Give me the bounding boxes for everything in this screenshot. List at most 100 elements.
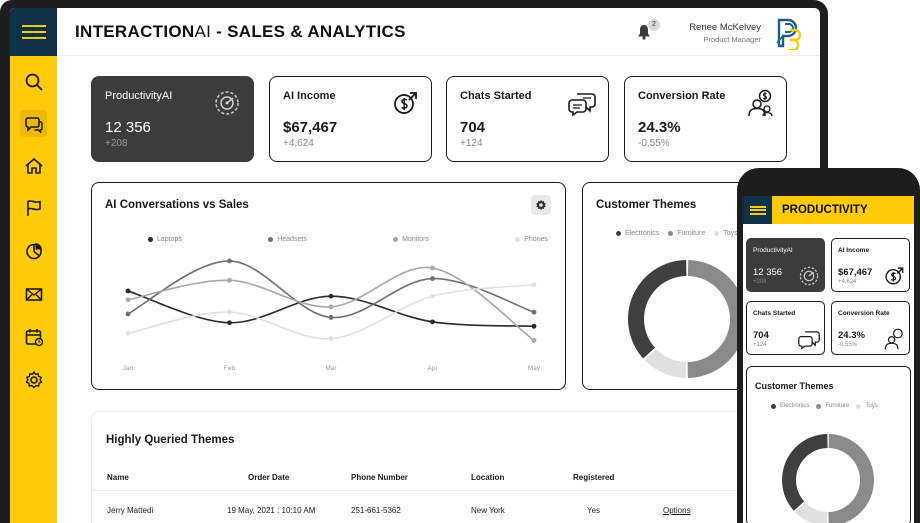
kpi-delta: +4,624 (838, 279, 857, 285)
user-name[interactable]: Renee McKelvey (689, 22, 761, 33)
bell-icon[interactable] (637, 24, 651, 40)
gauge-icon (215, 91, 239, 115)
desktop-screen: INTERACTIONAI - SALES & ANALYTICS 2 Rene… (10, 8, 820, 523)
kpi-income-card[interactable]: AI Income $67,467 +4,624 (269, 76, 432, 162)
search-icon (25, 73, 43, 91)
row-options-link[interactable]: Options (663, 506, 691, 515)
sidebar-settings-icon[interactable] (20, 366, 47, 393)
legend-item: Toys (856, 403, 878, 409)
cell-order-date: 19 May, 2021 : 10:10 AM (227, 506, 316, 515)
sidebar-chat-icon[interactable] (20, 110, 47, 137)
data-point[interactable] (328, 336, 334, 342)
sidebar-calendar-icon[interactable] (20, 323, 47, 350)
hamburger-icon (749, 205, 766, 215)
menu-button[interactable] (10, 8, 57, 56)
data-point[interactable] (328, 315, 334, 320)
data-point[interactable] (227, 277, 232, 283)
cell-location: New York (471, 506, 505, 515)
column-header-name[interactable]: Name (107, 473, 129, 482)
donut-slice-furniture[interactable] (687, 260, 746, 378)
chart-settings-button[interactable] (531, 195, 551, 215)
kpi-title: Conversion Rate (838, 310, 890, 317)
donut-slice-electronics[interactable] (628, 260, 687, 359)
mobile-kpi-conversion-card[interactable]: Conversion Rate 24.3% -0.55% (831, 301, 910, 355)
legend-item: Monitors (393, 236, 429, 243)
legend-label: Electronics (780, 403, 810, 409)
data-point[interactable] (328, 304, 334, 310)
mobile-kpi-chats-card[interactable]: Chats Started 704 +124 (746, 301, 825, 355)
gauge-icon (799, 266, 819, 286)
phone-frame: PRODUCTIVITY ProductivityAI 12 356 +208 … (737, 168, 920, 523)
sidebar-flag-icon[interactable] (20, 194, 47, 221)
chat-icon (568, 93, 596, 117)
data-point[interactable] (531, 323, 537, 329)
data-point[interactable] (531, 282, 537, 288)
panel-title: Customer Themes (596, 199, 697, 211)
mobile-donut-legend: Electronics Furniture Toys (771, 403, 885, 409)
column-header-order-date[interactable]: Order Date (248, 473, 290, 482)
kpi-title: Conversion Rate (638, 90, 726, 102)
data-point[interactable] (531, 338, 537, 343)
legend-item: Electronics (616, 230, 659, 237)
legend-swatch (771, 403, 776, 409)
column-header-location[interactable]: Location (471, 473, 505, 482)
brand-logo (776, 18, 802, 50)
sidebar-home-icon[interactable] (20, 152, 47, 179)
data-point[interactable] (227, 320, 232, 326)
sidebar-mail-icon[interactable] (20, 280, 47, 307)
legend-item: Laptops (148, 236, 182, 243)
column-header-phone[interactable]: Phone Number (351, 473, 408, 482)
kpi-value: 24.3% (838, 330, 865, 341)
data-point[interactable] (125, 288, 131, 294)
column-header-registered[interactable]: Registered (573, 473, 615, 482)
data-point[interactable] (125, 311, 131, 317)
mobile-title: PRODUCTIVITY (782, 204, 868, 216)
legend-label: Phones (524, 236, 548, 243)
data-point[interactable] (227, 258, 232, 264)
legend-item: Furniture (816, 403, 849, 409)
calendar-icon (25, 328, 43, 346)
gear-icon (536, 199, 546, 211)
kpi-title: ProductivityAI (105, 90, 173, 102)
legend-swatch (148, 237, 153, 242)
kpi-value: 704 (753, 330, 769, 341)
x-tick-label: Apr (427, 365, 438, 372)
data-point[interactable] (531, 309, 537, 315)
donut-slice-toys[interactable] (794, 502, 828, 523)
kpi-value: 12 356 (105, 119, 151, 136)
data-point[interactable] (430, 265, 435, 271)
kpi-conversion-card[interactable]: Conversion Rate 24.3% -0.55% (624, 76, 787, 162)
mobile-kpi-productivity-card[interactable]: ProductivityAI 12 356 +208 (746, 238, 825, 292)
top-header: INTERACTIONAI - SALES & ANALYTICS 2 Rene… (57, 8, 820, 56)
kpi-delta: +208 (753, 279, 767, 285)
legend-swatch (515, 237, 521, 242)
kpi-delta: +208 (105, 138, 128, 149)
kpi-title: AI Income (838, 247, 870, 254)
donut-slice-electronics[interactable] (782, 434, 828, 511)
cell-phone: 251-661-5362 (351, 506, 401, 515)
user-dollar-icon (748, 89, 773, 117)
legend-item: Toys (714, 230, 738, 237)
legend-swatch (616, 231, 621, 236)
data-point[interactable] (227, 309, 232, 315)
data-point[interactable] (430, 293, 435, 299)
donut-slice-toys[interactable] (644, 348, 687, 378)
mobile-menu-button[interactable] (743, 196, 772, 224)
legend-swatch (668, 231, 674, 236)
data-point[interactable] (430, 319, 435, 325)
table-divider (92, 490, 820, 491)
sidebar-search-icon[interactable] (20, 68, 47, 95)
kpi-productivity-card[interactable]: ProductivityAI 12 356 +208 (91, 76, 254, 162)
donut-slice-furniture[interactable] (828, 434, 874, 523)
data-point[interactable] (125, 330, 131, 336)
legend-label: Laptops (157, 236, 182, 243)
user-dollar-icon (884, 328, 903, 350)
sidebar-pie-chart-icon[interactable] (20, 237, 47, 264)
kpi-chats-card[interactable]: Chats Started 704 +124 (446, 76, 609, 162)
data-point[interactable] (328, 293, 334, 299)
legend-label: Toys (723, 230, 738, 237)
mobile-kpi-income-card[interactable]: AI Income $67,467 +4,624 (831, 238, 910, 292)
legend-item: Electronics (771, 403, 809, 409)
data-point[interactable] (430, 276, 435, 281)
data-point[interactable] (125, 297, 131, 303)
